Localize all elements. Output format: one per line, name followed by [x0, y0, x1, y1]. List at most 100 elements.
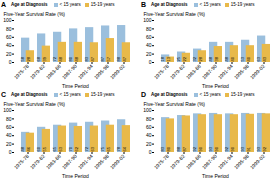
svg-text:28: 28: [26, 56, 31, 61]
svg-text:40: 40: [6, 42, 12, 48]
svg-text:48: 48: [58, 56, 63, 61]
svg-text:88: 88: [116, 56, 121, 61]
svg-text:53: 53: [240, 56, 245, 61]
svg-text:100: 100: [3, 107, 12, 113]
svg-text:0: 0: [9, 59, 12, 65]
svg-text:40: 40: [146, 42, 152, 48]
svg-text:58: 58: [20, 56, 25, 61]
svg-text:55: 55: [42, 146, 47, 151]
svg-text:87: 87: [100, 56, 105, 61]
svg-text:60: 60: [36, 146, 41, 151]
svg-text:1975-78: 1975-78: [153, 153, 170, 170]
svg-text:47: 47: [122, 56, 127, 61]
svg-text:1979-82: 1979-82: [29, 63, 46, 80]
svg-text:80: 80: [146, 26, 152, 32]
svg-text:80: 80: [6, 116, 12, 122]
svg-text:63: 63: [90, 146, 95, 151]
svg-text:32: 32: [192, 56, 197, 61]
svg-text:1983-86: 1983-86: [45, 63, 62, 80]
svg-text:92: 92: [224, 146, 229, 151]
svg-text:92: 92: [262, 146, 267, 151]
svg-text:Five-Year Survival Rate (%): Five-Year Survival Rate (%): [144, 101, 206, 107]
svg-text:20: 20: [6, 141, 12, 147]
svg-text:40: 40: [146, 132, 152, 138]
svg-text:87: 87: [182, 146, 187, 151]
svg-text:1979-82: 1979-82: [169, 153, 186, 170]
svg-text:1995-98: 1995-98: [93, 153, 110, 170]
svg-text:90: 90: [230, 146, 235, 151]
svg-text:1979-82: 1979-82: [169, 63, 186, 80]
svg-text:0: 0: [149, 149, 152, 155]
svg-text:48: 48: [20, 146, 25, 151]
svg-text:100: 100: [3, 17, 12, 23]
svg-text:60: 60: [6, 34, 12, 40]
svg-text:38: 38: [214, 56, 219, 61]
svg-text:1991-94: 1991-94: [77, 63, 94, 80]
svg-text:25: 25: [176, 56, 181, 61]
svg-text:43: 43: [262, 56, 267, 61]
svg-text:Time Period: Time Period: [202, 173, 229, 179]
svg-text:1983-86: 1983-86: [185, 63, 202, 80]
svg-text:1987-90: 1987-90: [201, 63, 218, 80]
svg-text:28: 28: [198, 56, 203, 61]
svg-text:93: 93: [208, 146, 213, 151]
svg-text:20: 20: [146, 141, 152, 147]
svg-text:Five-Year Survival Rate (%): Five-Year Survival Rate (%): [144, 11, 206, 17]
svg-text:78: 78: [116, 146, 121, 151]
svg-text:1995-98: 1995-98: [233, 153, 250, 170]
svg-text:57: 57: [106, 56, 111, 61]
svg-text:1999-02: 1999-02: [249, 63, 266, 80]
svg-text:1975-78: 1975-78: [13, 153, 30, 170]
svg-text:1991-94: 1991-94: [77, 153, 94, 170]
svg-text:1975-78: 1975-78: [13, 63, 30, 80]
svg-text:83: 83: [160, 146, 165, 151]
svg-text:70: 70: [68, 146, 73, 151]
svg-text:1999-02: 1999-02: [249, 153, 266, 170]
svg-text:Five-Year Survival Rate (%): Five-Year Survival Rate (%): [4, 11, 66, 17]
svg-text:18: 18: [160, 56, 165, 61]
svg-text:40: 40: [230, 56, 235, 61]
svg-text:1983-86: 1983-86: [45, 153, 62, 170]
svg-text:1991-94: 1991-94: [217, 153, 234, 170]
svg-text:13: 13: [166, 56, 171, 61]
svg-text:80: 80: [166, 146, 171, 151]
svg-text:75: 75: [100, 146, 105, 151]
svg-text:40: 40: [6, 132, 12, 138]
svg-text:83: 83: [84, 56, 89, 61]
svg-text:1987-90: 1987-90: [201, 153, 218, 170]
svg-text:48: 48: [224, 56, 229, 61]
svg-text:93: 93: [240, 146, 245, 151]
svg-text:91: 91: [246, 146, 251, 151]
svg-text:39: 39: [42, 56, 47, 61]
svg-text:62: 62: [74, 146, 79, 151]
svg-text:1999-02: 1999-02: [109, 63, 126, 80]
svg-text:63: 63: [256, 56, 261, 61]
svg-text:88: 88: [176, 146, 181, 151]
svg-text:65: 65: [52, 146, 57, 151]
svg-text:1995-98: 1995-98: [233, 63, 250, 80]
svg-text:1987-90: 1987-90: [61, 153, 78, 170]
svg-text:22: 22: [182, 56, 187, 61]
svg-text:63: 63: [58, 146, 63, 151]
svg-text:1995-98: 1995-98: [93, 63, 110, 80]
svg-text:47: 47: [90, 56, 95, 61]
svg-text:1999-02: 1999-02: [109, 153, 126, 170]
svg-text:Time Period: Time Period: [62, 173, 89, 179]
svg-text:40: 40: [246, 56, 251, 61]
svg-text:Time Period: Time Period: [62, 83, 89, 89]
svg-text:46: 46: [26, 146, 31, 151]
svg-text:92: 92: [192, 146, 197, 151]
svg-text:90: 90: [198, 146, 203, 151]
svg-text:1975-78: 1975-78: [153, 63, 170, 80]
svg-text:60: 60: [146, 34, 152, 40]
svg-text:100: 100: [143, 17, 152, 23]
svg-text:100: 100: [143, 107, 152, 113]
svg-text:Time Period: Time Period: [202, 83, 229, 89]
svg-text:80: 80: [6, 26, 12, 32]
svg-text:1987-90: 1987-90: [61, 63, 78, 80]
svg-text:0: 0: [9, 149, 12, 155]
svg-text:48: 48: [208, 56, 213, 61]
svg-text:60: 60: [146, 124, 152, 130]
svg-text:72: 72: [84, 146, 89, 151]
svg-text:64: 64: [122, 146, 127, 151]
